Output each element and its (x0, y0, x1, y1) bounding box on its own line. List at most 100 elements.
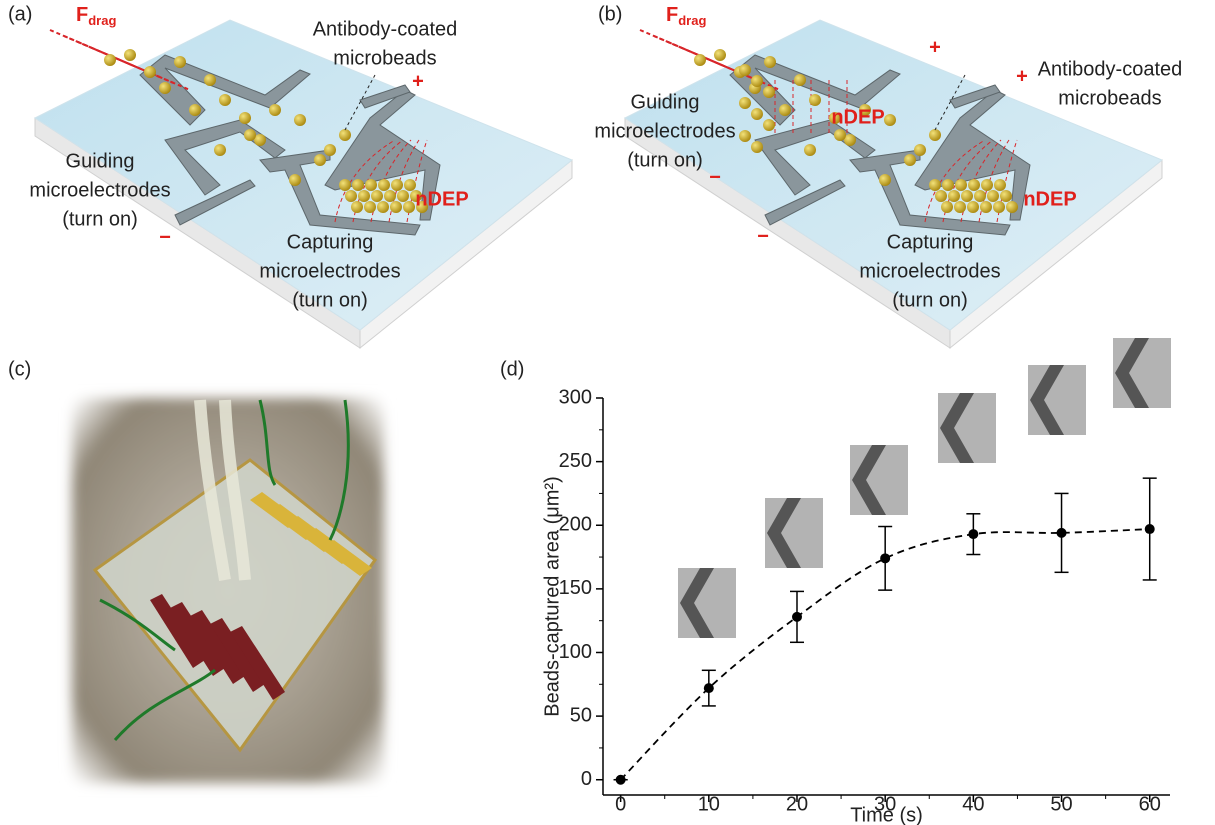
microbead (739, 64, 751, 76)
capturing-label: (turn on) (292, 289, 368, 311)
microbead (980, 201, 992, 213)
microbead (1000, 190, 1012, 202)
microbead (345, 190, 357, 202)
microbead (339, 179, 351, 191)
microbead (764, 56, 776, 68)
microbead (378, 179, 390, 191)
data-point (1057, 528, 1067, 538)
microbead (961, 190, 973, 202)
microbead (324, 144, 336, 156)
x-tick-label: 20 (786, 793, 808, 815)
microbead (981, 179, 993, 191)
microbead (214, 144, 226, 156)
minus-label: − (159, 226, 171, 248)
microbead (294, 114, 306, 126)
microbead (339, 129, 351, 141)
f-drag-label: Fdrag (666, 4, 706, 28)
x-axis-label: Time (s) (850, 804, 923, 825)
microbead (763, 86, 775, 98)
y-tick-label: 200 (559, 514, 592, 536)
microbead (124, 49, 136, 61)
plus-label: + (1016, 65, 1028, 87)
microbead (935, 190, 947, 202)
f-drag-subscript: drag (88, 13, 116, 28)
microbead (384, 190, 396, 202)
panel-label: (a) (8, 3, 32, 25)
microbead (751, 141, 763, 153)
microbead (174, 56, 186, 68)
microbead (104, 54, 116, 66)
microbead (751, 108, 763, 120)
inset-micrograph (938, 393, 996, 463)
microbead (929, 179, 941, 191)
microbead (204, 74, 216, 86)
panel-label: (c) (8, 358, 31, 380)
microbead (397, 190, 409, 202)
microbead (942, 179, 954, 191)
y-tick-label: 300 (559, 386, 592, 408)
inset-micrograph (850, 445, 908, 515)
beads-label: Antibody-coated (1038, 58, 1183, 80)
inset-micrograph (678, 568, 736, 638)
microbead (352, 179, 364, 191)
microbead (794, 74, 806, 86)
microbead (779, 104, 791, 116)
microbead (929, 129, 941, 141)
microbead (879, 174, 891, 186)
y-tick-label: 100 (559, 641, 592, 663)
plus-label: + (929, 36, 941, 58)
microbead (365, 179, 377, 191)
microbead (371, 190, 383, 202)
data-point (616, 775, 626, 785)
microbead (219, 94, 231, 106)
minus-label: − (757, 225, 769, 247)
guiding-label: (turn on) (62, 208, 138, 230)
x-tick-label: 0 (615, 793, 626, 815)
guiding-label: microelectrodes (29, 179, 170, 201)
beads-label: microbeads (333, 47, 436, 69)
y-tick-label: 50 (570, 704, 592, 726)
microbead (763, 119, 775, 131)
microbead (391, 179, 403, 191)
capturing-label: microelectrodes (259, 260, 400, 282)
microbead (967, 201, 979, 213)
device-photo (72, 398, 384, 783)
beads-label: microbeads (1058, 87, 1161, 109)
microbead (739, 130, 751, 142)
data-point (704, 683, 714, 693)
microbead (904, 154, 916, 166)
inset-micrograph (765, 498, 823, 568)
microbead (987, 190, 999, 202)
microbead (269, 104, 281, 116)
guiding-label: Guiding (631, 91, 700, 113)
microbead (968, 179, 980, 191)
microbead (364, 201, 376, 213)
x-tick-label: 40 (962, 793, 984, 815)
microbead (314, 154, 326, 166)
f-drag-subscript: drag (678, 13, 706, 28)
microbead (404, 179, 416, 191)
microbead (390, 201, 402, 213)
capturing-label: microelectrodes (859, 260, 1000, 282)
microbead (884, 114, 896, 126)
microbead (739, 97, 751, 109)
microbead (955, 179, 967, 191)
f-drag-label: Fdrag (76, 4, 116, 28)
y-tick-label: 0 (581, 768, 592, 790)
inset-micrograph (1028, 365, 1086, 435)
capturing-label: (turn on) (892, 289, 968, 311)
microbead (244, 129, 256, 141)
microbead (948, 190, 960, 202)
x-tick-label: 10 (698, 793, 720, 815)
panel-label: (b) (598, 3, 622, 25)
microbead (239, 112, 251, 124)
microbead (974, 190, 986, 202)
data-point (880, 553, 890, 563)
guiding-label: Guiding (66, 150, 135, 172)
microbead (804, 144, 816, 156)
microbead (189, 104, 201, 116)
ndep-label: nDEP (831, 106, 884, 128)
f-drag-symbol: F (76, 4, 88, 26)
beads-label: Antibody-coated (313, 18, 458, 40)
